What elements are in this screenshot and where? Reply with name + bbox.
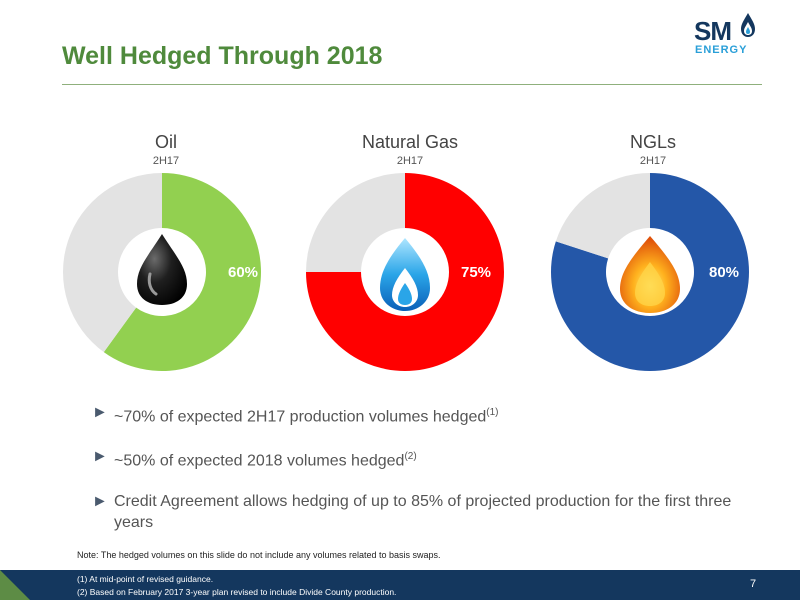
- chart-subtitle: 2H17: [639, 155, 667, 167]
- company-logo: SM ENERGY: [692, 10, 762, 60]
- footnote-ref: (1): [486, 407, 499, 418]
- gas-flame-icon: [380, 238, 430, 311]
- ngls-donut: [551, 173, 750, 371]
- chart-subtitle: 2H17: [396, 155, 424, 167]
- natural-gas-unhedged-slice: [306, 173, 405, 272]
- bullet-text: Credit Agreement allows hedging of up to…: [114, 492, 732, 531]
- page-title: Well Hedged Through 2018: [62, 42, 383, 70]
- bullet-list: ► ~70% of expected 2H17 production volum…: [92, 402, 772, 552]
- chart-title: NGLs: [629, 132, 676, 152]
- footnote-2: (2) Based on February 2017 3-year plan r…: [77, 587, 397, 597]
- footnote-1: (1) At mid-point of revised guidance.: [77, 574, 214, 584]
- fire-drop-icon: [620, 236, 680, 313]
- oil-hedged-label: 60%: [228, 264, 258, 281]
- footnote-ref: (2): [404, 451, 417, 463]
- ngls-chart-header: NGLs 2H17: [553, 131, 753, 169]
- bullet-arrow-icon: ►: [92, 404, 108, 421]
- natural-gas-donut: [306, 173, 504, 371]
- oil-unhedged-slice: [62, 173, 163, 353]
- oil-donut: [62, 173, 261, 371]
- chart-subtitle: 2H17: [152, 155, 180, 167]
- ngls-hedged-label: 80%: [709, 264, 739, 281]
- bullet-text: ~70% of expected 2H17 production volumes…: [114, 408, 487, 426]
- bullet-arrow-icon: ►: [92, 492, 108, 510]
- chart-title: Natural Gas: [361, 132, 459, 152]
- bullet-item: ► ~70% of expected 2H17 production volum…: [92, 402, 772, 427]
- chart-title: Oil: [155, 132, 177, 152]
- logo-flame-icon: [741, 13, 755, 37]
- natural-gas-chart-header: Natural Gas 2H17: [310, 131, 510, 169]
- oil-hedged-slice: [103, 173, 261, 371]
- footnote-note: Note: The hedged volumes on this slide d…: [77, 550, 441, 560]
- page-number: 7: [750, 578, 757, 590]
- oil-drop-icon: [137, 234, 187, 305]
- oil-chart-header: Oil 2H17: [66, 131, 266, 169]
- logo-text: SM: [694, 16, 732, 46]
- bullet-arrow-icon: ►: [92, 448, 108, 466]
- title-divider: [62, 84, 762, 85]
- bullet-text: ~50% of expected 2018 volumes hedged: [114, 452, 405, 470]
- footer-bar: [0, 570, 800, 600]
- bullet-item: ► Credit Agreement allows hedging of up …: [92, 491, 772, 533]
- bullet-item: ► ~50% of expected 2018 volumes hedged(2…: [92, 446, 772, 471]
- natural-gas-hedged-slice: [306, 173, 504, 371]
- logo-subtext: ENERGY: [695, 44, 748, 56]
- natural-gas-hedged-label: 75%: [461, 264, 491, 281]
- ngls-unhedged-slice: [555, 173, 650, 259]
- footer-accent: [0, 570, 30, 600]
- ngls-hedged-slice: [551, 173, 750, 371]
